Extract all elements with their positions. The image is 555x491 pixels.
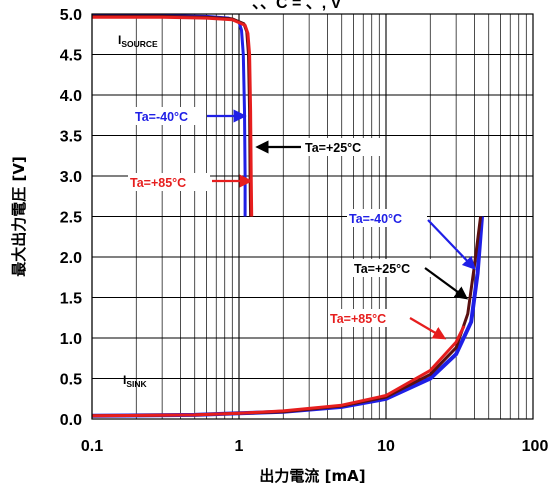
y-tick-label: 3.0: [60, 169, 82, 186]
y-tick-label: 4.0: [60, 88, 82, 105]
x-axis-label: 出力電流 [mA]: [259, 467, 365, 485]
annotation-src-p25: Ta=+25°C: [305, 141, 361, 155]
annotation-box-src-p25: [303, 138, 385, 156]
y-tick-label: 1.0: [60, 331, 82, 348]
x-tick-label: 100: [522, 438, 549, 455]
plot-frame: [91, 13, 534, 420]
annotation-snk-m40: Ta=-40°C: [349, 212, 402, 226]
x-tick-label: 0.1: [81, 438, 103, 455]
y-tick-label: 0.0: [60, 412, 82, 429]
annotation-box-src-p85: [128, 173, 210, 191]
curve-label-sink: ISINK: [123, 373, 148, 389]
curve-label-source: ISOURCE: [118, 33, 158, 49]
tick-labels: 0.0 0.5 1.0 1.5 2.0 2.5 3.0 3.5 4.0 4.5 5.0 0.1 1 10 1…: [60, 7, 549, 455]
annotation-box-src-m40: [133, 107, 205, 125]
y-tick-label: 5.0: [60, 7, 82, 24]
y-tick-label: 0.5: [60, 372, 82, 389]
y-tick-label: 1.5: [60, 291, 82, 308]
annotation-snk-p85: Ta=+85°C: [330, 312, 386, 326]
annotation-snk-p25: Ta=+25°C: [354, 262, 410, 276]
x-tick-label: 10: [377, 438, 395, 455]
x-tick-label: 1: [235, 438, 244, 455]
series-line-source-p85: [92, 15, 254, 217]
annotation-arrow-snk-p25: [424, 267, 469, 300]
y-tick-label: 2.0: [60, 250, 82, 267]
annotation-box-snk-m40: [347, 209, 427, 227]
y-tick-label: 2.5: [60, 210, 82, 227]
top-partial-text: 、、C = 、, V: [252, 0, 342, 12]
y-tick-label: 3.5: [60, 129, 82, 146]
y-tick-label: 4.5: [60, 48, 82, 65]
series-line-sink-p25: [91, 216, 483, 418]
grid: [91, 13, 533, 420]
annotation-arrow-snk-p85: [409, 317, 447, 340]
annotation-arrow-snk-m40: [427, 219, 476, 270]
annotation-box-snk-p25: [352, 259, 432, 277]
series-line-sink-m40: [91, 216, 484, 418]
annotation-box-snk-p85: [328, 309, 410, 327]
series-layer: [91, 14, 484, 418]
annotation-src-p85: Ta=+85°C: [130, 176, 186, 190]
series-line-sink-p85: [91, 325, 466, 418]
annotations: ISOURCE ISINK Ta=-40°C Ta=+25°C Ta=+85°C Ta=-…: [118, 33, 476, 389]
y-axis-label: 最大出力電圧 [V]: [10, 156, 28, 277]
annotation-src-m40: Ta=-40°C: [135, 110, 188, 124]
